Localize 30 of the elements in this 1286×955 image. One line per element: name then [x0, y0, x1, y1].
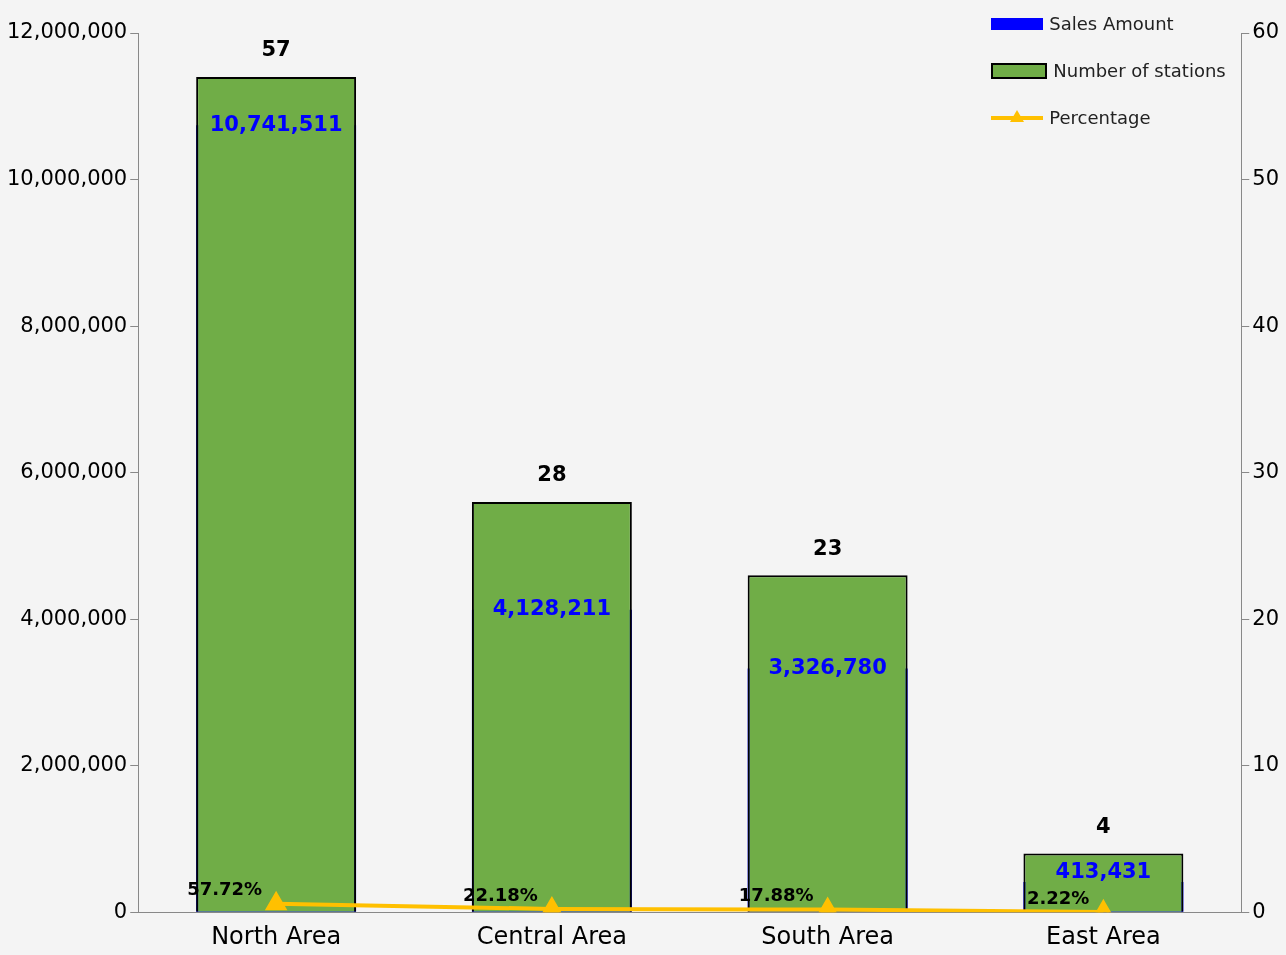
data-label: 10,741,511 — [209, 111, 343, 136]
data-label: 57 — [261, 37, 291, 62]
y2-tick-label: 20 — [1252, 605, 1280, 630]
y-tick-label: 4,000,000 — [20, 605, 128, 630]
x-tick-label: South Area — [761, 921, 894, 950]
data-label: 2.22% — [1026, 886, 1090, 908]
data-label: 413,431 — [1055, 858, 1152, 883]
data-label: 3,326,780 — [768, 654, 887, 679]
y2-tick-label: 10 — [1252, 752, 1280, 777]
legend-label: Number of stations — [1053, 60, 1226, 81]
data-label: 4,128,211 — [492, 596, 611, 621]
x-tick-label: East Area — [1046, 921, 1161, 950]
legend-label: Sales Amount — [1049, 13, 1174, 34]
y2-tick-label: 40 — [1252, 312, 1280, 337]
data-label: 28 — [537, 462, 567, 487]
y2-tick-label: 50 — [1252, 165, 1280, 190]
y-tick-label: 2,000,000 — [20, 752, 128, 777]
x-tick-label: North Area — [211, 921, 342, 950]
y-tick-label: 12,000,000 — [6, 19, 128, 44]
legend-label: Percentage — [1049, 107, 1151, 128]
y-tick-label: 10,000,000 — [6, 165, 128, 190]
y-tick-label: 8,000,000 — [20, 312, 128, 337]
data-label: 23 — [813, 535, 843, 560]
y-tick-label: 6,000,000 — [20, 459, 128, 484]
y-tick-label: 0 — [113, 898, 128, 923]
y2-tick-label: 60 — [1252, 19, 1280, 44]
y2-tick-label: 0 — [1252, 898, 1266, 923]
data-label: 4 — [1096, 814, 1111, 839]
x-tick-label: Central Area — [476, 921, 627, 950]
y2-tick-label: 30 — [1252, 459, 1280, 484]
